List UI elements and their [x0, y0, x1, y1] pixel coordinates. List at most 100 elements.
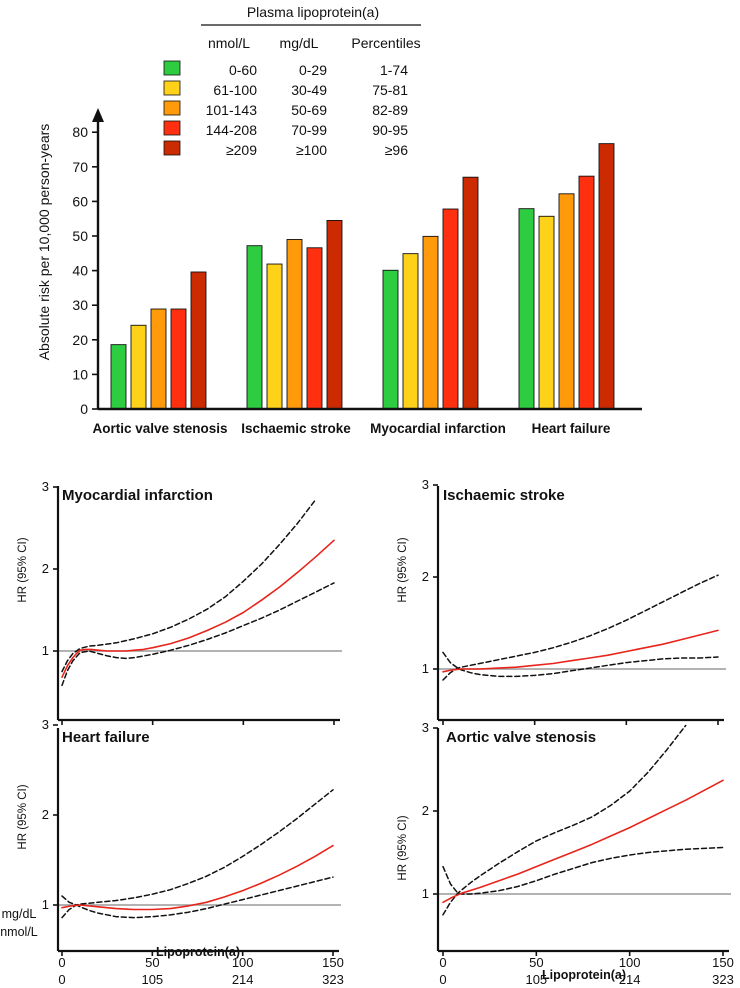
hr-x-tick-mg-hf-1: 50	[145, 955, 159, 970]
panel-title-mi: Myocardial infarction	[62, 487, 213, 504]
bar-2-5	[326, 219, 343, 410]
legend-nmol-3: 101-143	[206, 102, 258, 118]
hr-x-tick-nmol-avs-3: 323	[712, 972, 734, 987]
hr-x-tick-mg-avs-2: 100	[619, 955, 641, 970]
panel-ischaemic-stroke: Ischaemic stroke HR (95% CI) 1 2 3	[397, 477, 726, 725]
hr-x-tick-nmol-avs-0: 0	[439, 972, 446, 987]
bar-y-axis-arrow	[92, 108, 104, 122]
bar-y-tick-label-10: 10	[72, 366, 88, 382]
ci-upper-mi	[61, 498, 317, 673]
ci-upper-avs	[442, 724, 687, 916]
bar-3-2	[402, 253, 419, 410]
hr-y-tick-label-stroke-1: 1	[422, 661, 429, 676]
hr-y-label-mi: HR (95% CI)	[17, 537, 29, 602]
legend-col-nmol: nmol/L	[208, 35, 250, 51]
legend-pct-1: 1-74	[380, 62, 408, 78]
hr-y-tick-label-hf-2: 2	[42, 807, 49, 822]
hr-x-tick-nmol-hf-0: 0	[58, 972, 65, 987]
hr-y-tick-label-avs-1: 1	[422, 886, 429, 901]
ci-upper-stroke	[442, 574, 719, 681]
legend-swatch-5	[163, 140, 181, 156]
hr-y-tick-label-avs-2: 2	[422, 803, 429, 818]
legend-nmol-1: 0-60	[229, 62, 257, 78]
hr-y-label-avs: HR (95% CI)	[397, 815, 409, 880]
bar-y-tick-label-40: 40	[72, 263, 88, 279]
legend-row-5: ≥209 ≥100 ≥96	[163, 140, 408, 158]
legend-mg-1: 0-29	[299, 62, 327, 78]
x-unit-mg-label: mg/dL	[2, 907, 37, 921]
hr-y-tick-label-mi-1: 1	[42, 643, 49, 658]
legend-swatch-1	[163, 60, 181, 76]
legend-row-3: 101-143 50-69 82-89	[163, 100, 408, 118]
bar-y-tick-label-50: 50	[72, 228, 88, 244]
bar-category-hf: Heart failure	[532, 421, 611, 436]
legend-pct-3: 82-89	[372, 102, 408, 118]
legend-mg-3: 50-69	[291, 102, 327, 118]
bar-1-4	[170, 308, 187, 410]
bar-chart: Absolute risk per 10,000 person-years 0 1…	[36, 108, 642, 436]
panel-aortic-valve-stenosis: Aortic valve stenosis HR (95% CI) Lipopr…	[397, 720, 734, 987]
hr-y-label-hf: HR (95% CI)	[17, 784, 29, 849]
hr-curve-mi	[61, 539, 335, 679]
bar-4-4	[578, 175, 595, 410]
legend-pct-4: 90-95	[372, 122, 408, 138]
bar-2-1	[246, 245, 263, 410]
legend-mg-2: 30-49	[291, 82, 327, 98]
bar-y-tick-label-60: 60	[72, 193, 88, 209]
panel-myocardial-infarction: Myocardial infarction HR (95% CI) 1 2 3	[17, 479, 342, 725]
bar-1-2	[130, 324, 147, 410]
hr-y-label-stroke: HR (95% CI)	[397, 537, 409, 602]
hr-x-tick-nmol-hf-2: 214	[232, 972, 254, 987]
bar-y-axis-label: Absolute risk per 10,000 person-years	[36, 124, 52, 361]
legend-pct-2: 75-81	[372, 82, 408, 98]
legend-nmol-2: 61-100	[213, 82, 257, 98]
hr-x-tick-mg-hf-3: 150	[322, 955, 344, 970]
legend-nmol-4: 144-208	[206, 122, 258, 138]
bar-1-5	[190, 271, 207, 410]
legend-row-1: 0-60 0-29 1-74	[163, 60, 408, 78]
bar-category-mi: Myocardial infarction	[370, 421, 506, 436]
ci-lower-avs	[442, 846, 724, 895]
bar-y-tick-label-20: 20	[72, 332, 88, 348]
bar-3-3	[422, 235, 439, 410]
legend: Plasma lipoprotein(a) nmol/L mg/dL Perce…	[163, 4, 421, 158]
bar-y-tick-label-0: 0	[80, 401, 88, 417]
hr-y-tick-label-stroke-3: 3	[422, 477, 429, 492]
panel-title-stroke: Ischaemic stroke	[443, 487, 565, 504]
hr-x-tick-mg-avs-1: 50	[529, 955, 543, 970]
bar-2-3	[286, 239, 303, 410]
bar-category-stroke: Ischaemic stroke	[241, 421, 351, 436]
bar-3-4	[442, 208, 459, 410]
hr-y-tick-label-mi-2: 2	[42, 561, 49, 576]
hr-curve-avs	[442, 779, 724, 904]
panel-title-hf: Heart failure	[62, 729, 150, 746]
hr-y-tick-label-hf-1: 1	[42, 897, 49, 912]
hr-x-tick-mg-hf-0: 0	[58, 955, 65, 970]
bar-category-aortic: Aortic valve stenosis	[92, 421, 227, 436]
bar-y-tick-label-70: 70	[72, 159, 88, 175]
ci-lower-mi	[61, 582, 335, 687]
panel-title-avs: Aortic valve stenosis	[446, 729, 596, 746]
bar-4-2	[538, 215, 555, 410]
legend-row-4: 144-208 70-99 90-95	[163, 120, 408, 138]
legend-col-pct: Percentiles	[351, 35, 420, 51]
bar-series	[110, 143, 615, 410]
bar-1-1	[110, 344, 127, 410]
bar-2-4	[306, 247, 323, 410]
legend-title: Plasma lipoprotein(a)	[247, 4, 379, 20]
hr-x-tick-nmol-avs-1: 105	[525, 972, 547, 987]
hr-x-tick-mg-avs-3: 150	[712, 955, 734, 970]
hr-x-tick-mg-hf-2: 100	[232, 955, 254, 970]
bar-3-5	[462, 176, 479, 410]
bar-2-2	[266, 263, 283, 410]
hr-x-tick-mg-avs-0: 0	[439, 955, 446, 970]
panel-heart-failure: Heart failure HR (95% CI) mg/dL nmol/L L…	[0, 717, 344, 987]
bar-y-tick-label-80: 80	[72, 124, 88, 140]
hr-y-tick-label-hf-3: 3	[42, 717, 49, 732]
legend-pct-5: ≥96	[385, 142, 408, 158]
bar-y-tick-label-30: 30	[72, 297, 88, 313]
legend-swatch-4	[163, 120, 181, 136]
ci-upper-hf	[61, 789, 334, 919]
bar-4-5	[598, 143, 615, 410]
